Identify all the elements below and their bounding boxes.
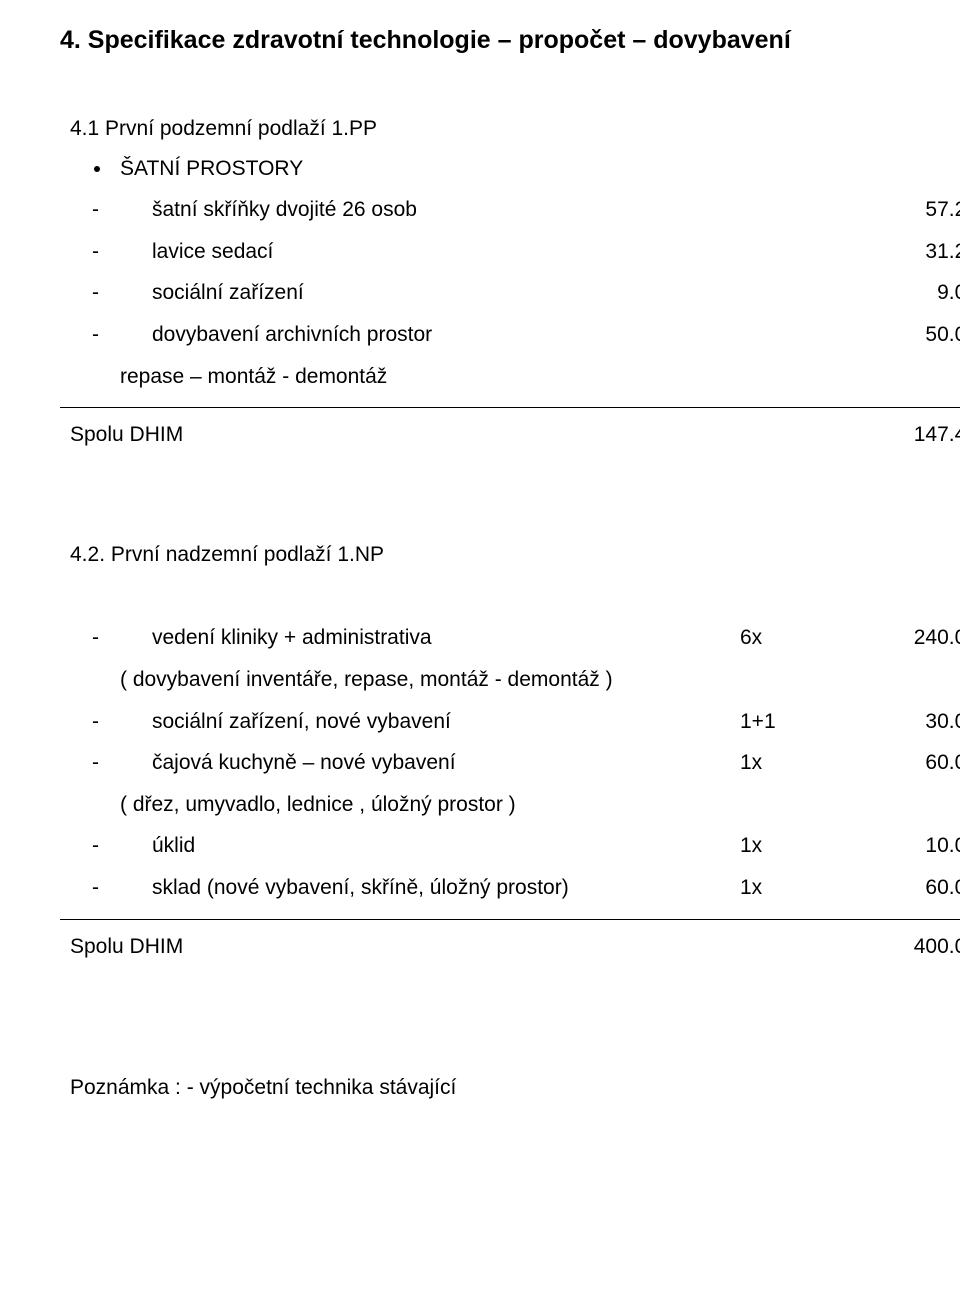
line-item: - sklad (nové vybavení, skříně, úložný p… [60, 871, 960, 905]
line-item: - sociální zařízení 9.000 Kč [60, 276, 960, 310]
dash: - [60, 276, 152, 310]
section-41-heading: 4.1 První podzemní podlaží 1.PP [60, 112, 960, 146]
item-label: čajová kuchyně – nové vybavení [152, 746, 740, 780]
item-value: 60.000 Kč [880, 871, 960, 905]
line-item: - sociální zařízení, nové vybavení 1+1 3… [60, 705, 960, 739]
dash: - [60, 621, 152, 655]
item-value: 31.200 Kč [880, 235, 960, 269]
line-item: - vedení kliniky + administrativa 6x 240… [60, 621, 960, 655]
dash: - [60, 829, 152, 863]
item-value: 30.000 Kč [880, 705, 960, 739]
bullet-icon [94, 166, 100, 172]
line-item: - šatní skříňky dvojité 26 osob 57.200 K… [60, 193, 960, 227]
item-mid: 1x [740, 829, 880, 863]
dash: - [60, 871, 152, 905]
item-value: 240.000 Kč [880, 621, 960, 655]
line-item: - čajová kuchyně – nové vybavení 1x 60.0… [60, 746, 960, 780]
item-label: vedení kliniky + administrativa [152, 621, 740, 655]
divider [60, 407, 960, 408]
dash: - [60, 705, 152, 739]
item-paren: ( dřez, umyvadlo, lednice , úložný prost… [120, 788, 960, 822]
item-label: šatní skříňky dvojité 26 osob [152, 193, 880, 227]
subtotal-label: Spolu DHIM [60, 418, 880, 452]
footnote: Poznámka : - výpočetní technika stávajíc… [60, 1071, 960, 1105]
item-mid: 6x [740, 621, 880, 655]
item-label: sociální zařízení, nové vybavení [152, 705, 740, 739]
subtotal-value: 400.000 Kč [880, 930, 960, 964]
section-42-heading: 4.2. První nadzemní podlaží 1.NP [60, 538, 960, 572]
subtotal-label: Spolu DHIM [60, 930, 880, 964]
item-value: 9.000 Kč [880, 276, 960, 310]
item-paren: ( dovybavení inventáře, repase, montáž -… [120, 663, 960, 697]
dash: - [60, 193, 152, 227]
line-item: - lavice sedací 31.200 Kč [60, 235, 960, 269]
subtotal-value: 147.400 Kč [880, 418, 960, 452]
extra-line: repase – montáž - demontáž [120, 360, 960, 394]
item-value: 10.000 Kč [880, 829, 960, 863]
line-item: - dovybavení archivních prostor 50.000 K… [60, 318, 960, 352]
page-title: 4. Specifikace zdravotní technologie – p… [60, 20, 960, 60]
line-item: - úklid 1x 10.000 Kč [60, 829, 960, 863]
item-label: sklad (nové vybavení, skříně, úložný pro… [152, 871, 740, 905]
item-label: sociální zařízení [152, 276, 880, 310]
subtotal-row: Spolu DHIM 400.000 Kč [60, 930, 960, 964]
item-label: lavice sedací [152, 235, 880, 269]
bullet-satni-prostory: ŠATNÍ PROSTORY [60, 152, 960, 186]
item-mid: 1x [740, 746, 880, 780]
item-label: dovybavení archivních prostor [152, 318, 880, 352]
dash: - [60, 235, 152, 269]
item-value: 60.000 Kč [880, 746, 960, 780]
item-label: úklid [152, 829, 740, 863]
item-mid: 1x [740, 871, 880, 905]
dash: - [60, 318, 152, 352]
bullet-label: ŠATNÍ PROSTORY [120, 152, 303, 186]
dash: - [60, 746, 152, 780]
divider [60, 919, 960, 920]
item-mid: 1+1 [740, 705, 880, 739]
item-value: 50.000 Kč [880, 318, 960, 352]
item-value: 57.200 Kč [880, 193, 960, 227]
subtotal-row: Spolu DHIM 147.400 Kč [60, 418, 960, 452]
